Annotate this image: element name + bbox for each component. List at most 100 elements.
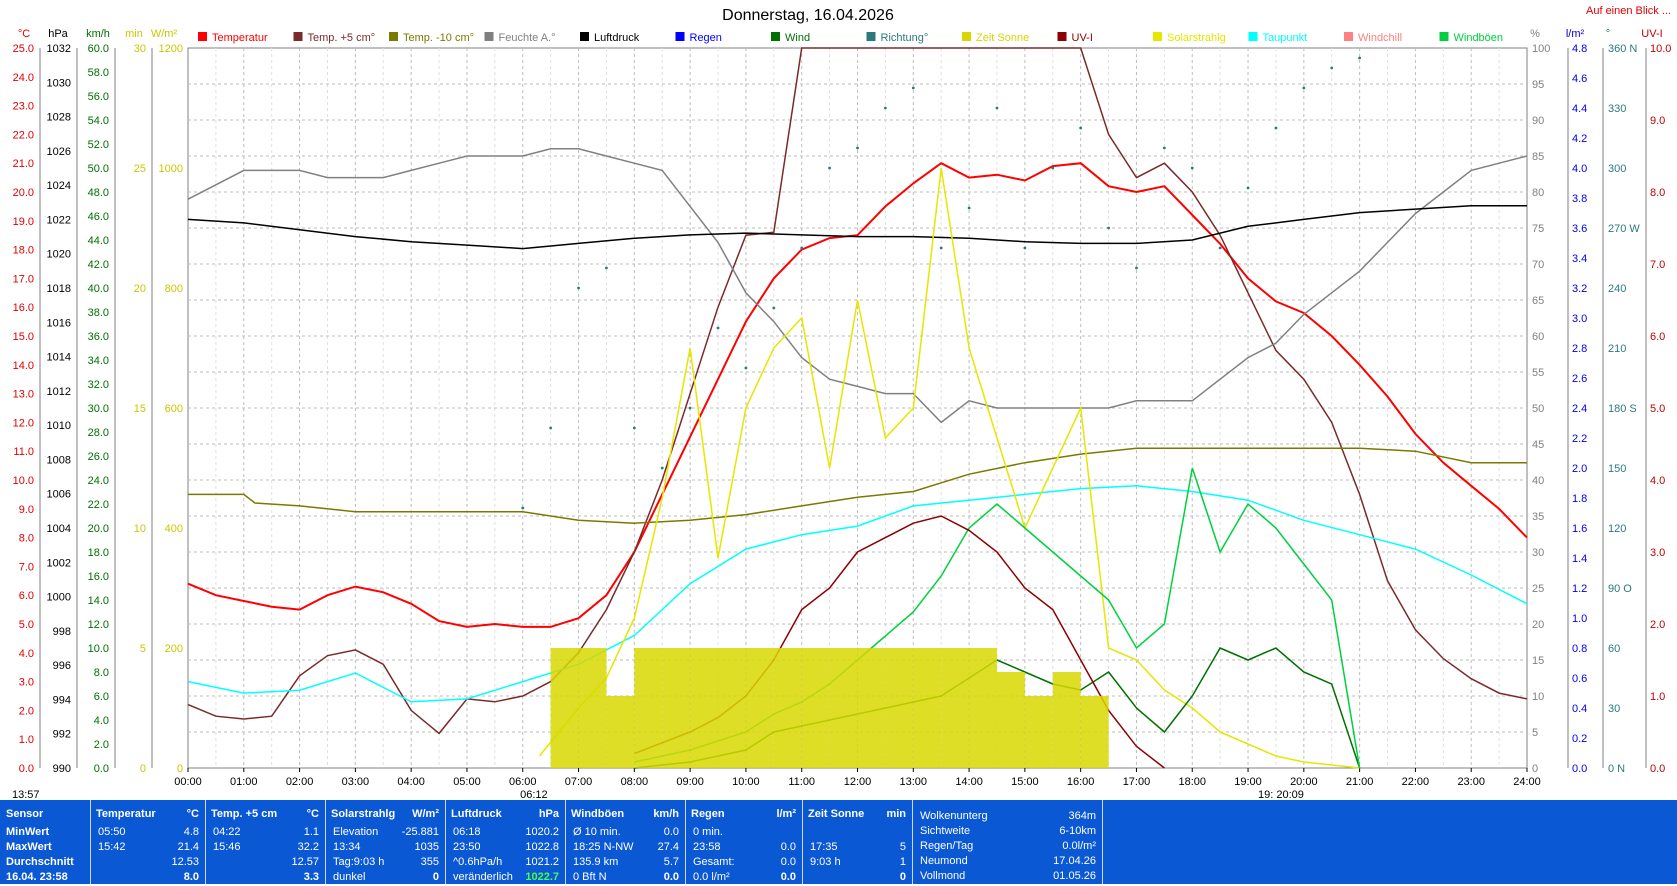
x-tick-label: 16:00	[1067, 776, 1095, 788]
series-line	[188, 447, 1527, 524]
stats-row-key: Gesamt:	[693, 856, 735, 868]
stats-header: Luftdruck	[451, 808, 502, 820]
direction-point	[939, 246, 943, 250]
y-tick-label: 8.0	[1650, 187, 1665, 199]
sunshine-bar	[578, 648, 607, 768]
y-tick-label: 30	[1532, 547, 1544, 559]
x-tick-label: 09:00	[676, 776, 704, 788]
legend-swatch	[1248, 32, 1258, 41]
legend-swatch	[293, 32, 303, 41]
sunshine-bar	[801, 648, 830, 768]
axis-unit: °C	[18, 28, 30, 40]
stats-row: Wolkenunterg 364m	[912, 810, 1102, 825]
x-tick-label: 14:00	[955, 776, 983, 788]
stats-row-value: 0.0	[780, 841, 796, 853]
stats-row-value: 12.57	[291, 856, 319, 868]
y-tick-label: 12.0	[13, 417, 34, 429]
x-tick-label: 10:00	[732, 776, 760, 788]
x-tick-label: 04:00	[397, 776, 425, 788]
y-tick-label: 75	[1532, 223, 1544, 235]
stats-row: 05:50 4.8	[90, 826, 205, 841]
stats-row-key: 23:58	[693, 841, 721, 853]
y-tick-label: 25.0	[13, 43, 34, 55]
direction-point	[1218, 246, 1222, 250]
y-tick-label: 360 N	[1608, 43, 1637, 55]
sunshine-bar	[1024, 696, 1053, 768]
direction-point	[1162, 146, 1166, 150]
y-tick-label: 1200	[159, 43, 183, 55]
y-tick-label: 1000	[159, 163, 183, 175]
stats-row-value: 1020.2	[525, 826, 559, 838]
y-tick-label: 34.0	[88, 355, 109, 367]
weather-chart: 00:00 01:00 02:00 03:00 04:00 05:00 06:00 07:00…	[12, 7, 1671, 800]
y-tick-label: 1028	[47, 112, 71, 124]
stats-row: 13:34 1035	[325, 841, 445, 856]
sunset-label: 19: 20:09	[1258, 789, 1304, 800]
sunshine-bar	[885, 648, 914, 768]
axis-unit: UV-I	[1641, 28, 1662, 40]
y-tick-label: 5	[140, 643, 146, 655]
x-tick-label: 23:00	[1457, 776, 1485, 788]
legend-swatch	[1057, 32, 1067, 41]
stats-row: dunkel 0	[325, 871, 445, 886]
x-tick-label: 12:00	[844, 776, 872, 788]
legend-swatch	[675, 32, 685, 41]
y-tick-label: 9.0	[19, 504, 34, 516]
y-tick-label: 1000	[47, 592, 71, 604]
legend-label: UV-I	[1072, 32, 1093, 44]
stats-row-key: Wolkenunterg	[920, 810, 988, 822]
sunshine-bar	[1080, 696, 1109, 768]
overview-link[interactable]: Auf einen Blick ...	[1586, 5, 1671, 17]
stats-row-key: 15:42	[98, 841, 126, 853]
y-tick-label: 55	[1532, 367, 1544, 379]
direction-point	[716, 326, 720, 330]
y-tick-label: 1.4	[1572, 553, 1587, 565]
stats-row-value: 1022.8	[525, 841, 559, 853]
y-tick-label: 26.0	[88, 451, 109, 463]
stats-row-value: 0	[899, 871, 906, 883]
stats-temp5-column: Temp. +5 cm °C 04:22 1.1 15:46 32.2 12.57 3.3	[205, 800, 326, 884]
y-tick-label: 5.0	[1650, 403, 1665, 415]
current-time-label: 13:57	[12, 789, 40, 800]
x-tick-label: 03:00	[342, 776, 370, 788]
y-tick-label: 46.0	[88, 211, 109, 223]
legend-swatch	[1153, 32, 1162, 41]
y-tick-label: 4.0	[19, 648, 34, 660]
stats-temp-column: Temperatur °C 05:50 4.8 15:42 21.4 12.53 8.0	[90, 800, 206, 884]
y-tick-label: 0.2	[1572, 733, 1587, 745]
direction-point	[967, 206, 971, 210]
sunshine-bar	[773, 648, 802, 768]
y-tick-label: 270 W	[1608, 223, 1640, 235]
stats-row: Gesamt: 0.0	[685, 856, 802, 871]
sunshine-bar	[913, 648, 942, 768]
y-tick-label: 35	[1532, 511, 1544, 523]
stats-row-key: 9:03 h	[810, 856, 841, 868]
y-tick-label: 20.0	[88, 523, 109, 535]
stats-row-key: 18:25 N-NW	[573, 841, 634, 853]
y-tick-label: 1.0	[1572, 613, 1587, 625]
stats-row: 12.53	[90, 856, 205, 871]
y-tick-label: 10	[134, 523, 146, 535]
y-tick-label: 3.4	[1572, 253, 1587, 265]
y-tick-label: 800	[165, 283, 183, 295]
stats-row-value: 32.2	[297, 841, 319, 853]
direction-point	[800, 246, 804, 250]
y-tick-label: 180 S	[1608, 403, 1637, 415]
direction-point	[549, 426, 553, 430]
stats-row: 12.57	[205, 856, 325, 871]
y-tick-label: 2.8	[1572, 343, 1587, 355]
sunshine-bar	[690, 648, 719, 768]
y-tick-label: 600	[165, 403, 183, 415]
y-tick-label: 0	[177, 763, 183, 775]
stats-regen-column: Regen l/m² 0 min. 23:58 0.0 Gesamt: 0.0 0.0 l/m…	[685, 800, 803, 884]
stats-row: Elevation -25.881	[325, 826, 445, 841]
y-tick-label: 4.4	[1572, 103, 1587, 115]
direction-point	[995, 106, 999, 110]
stats-row-value: 1	[899, 856, 906, 868]
sunshine-bar	[606, 696, 635, 768]
y-tick-label: 1010	[47, 420, 71, 432]
direction-point	[883, 106, 887, 110]
y-tick-label: 48.0	[88, 187, 109, 199]
stats-header: Regen	[691, 808, 725, 820]
direction-point	[1274, 126, 1278, 130]
